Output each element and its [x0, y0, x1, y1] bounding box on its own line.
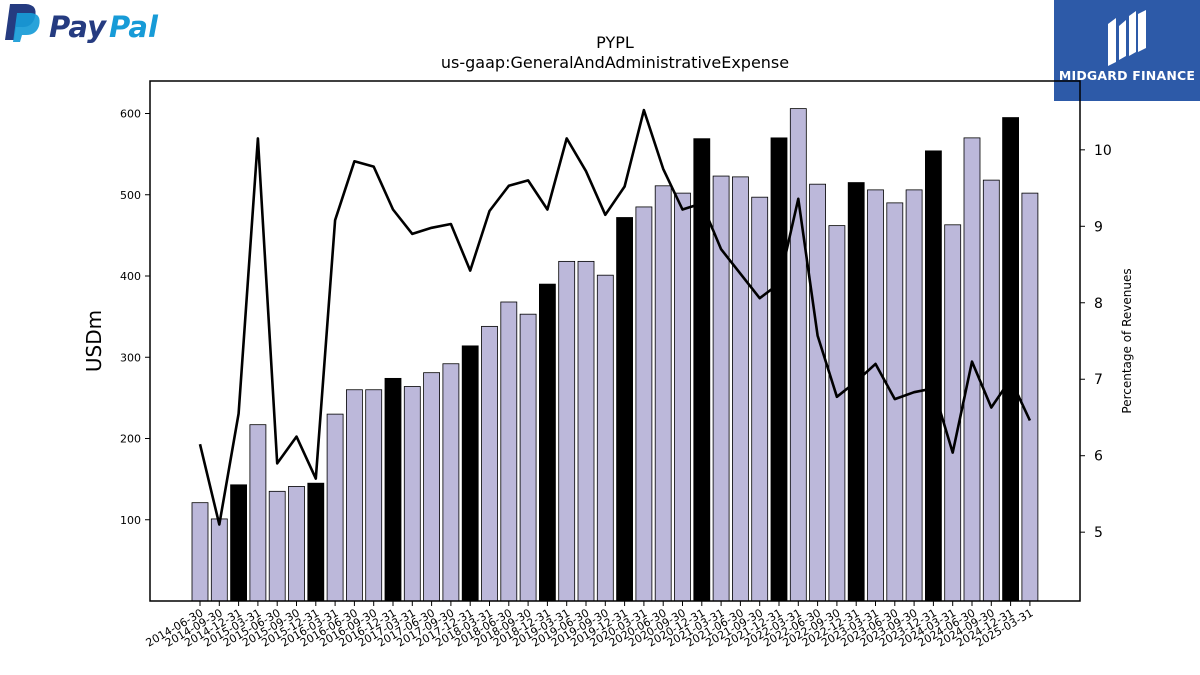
- bar-2016-03-31: [326, 413, 344, 602]
- bar-2024-12-31: [1002, 117, 1019, 602]
- bar-2022-09-30: [828, 225, 846, 602]
- left-axis: 100 200 300 400 500 600: [120, 108, 150, 527]
- bar-2018-06-30: [500, 301, 518, 602]
- bar-2017-12-31: [461, 345, 479, 602]
- bar-2015-12-31: [307, 482, 325, 602]
- bar-2016-06-30: [345, 389, 363, 602]
- y2-tick-label: 9: [1094, 219, 1103, 235]
- line-layer: [198, 108, 1032, 526]
- bars-layer: [191, 108, 1039, 602]
- paypal-text-pal: Pal: [109, 10, 159, 44]
- bar-2024-09-30: [982, 179, 1000, 602]
- bar-2021-06-30: [732, 176, 749, 602]
- bar-2021-09-30: [751, 196, 769, 602]
- bar-2014-09-30: [210, 518, 228, 602]
- paypal-logo: Pay Pal: [4, 4, 174, 46]
- y2-tick-label: 7: [1094, 372, 1103, 388]
- bar-2024-06-30: [963, 137, 981, 602]
- plot-frame: [149, 80, 1081, 602]
- y-tick-label: 500: [120, 189, 141, 202]
- bar-2020-03-31: [635, 206, 653, 602]
- bar-2017-09-30: [442, 363, 460, 602]
- bar-2018-12-31: [539, 283, 556, 602]
- right-axis: 5 6 7 8 9 10: [1080, 143, 1112, 541]
- midgard-finance-logo: MIDGARD FINANCE: [1054, 0, 1200, 101]
- y2-axis-label: Percentage of Revenues: [1120, 268, 1134, 413]
- bar-2015-06-30: [268, 490, 286, 602]
- bar-2017-06-30: [423, 372, 441, 602]
- midgard-brand-text: MIDGARD FINANCE: [1058, 68, 1196, 83]
- bar-2025-03-31: [1021, 192, 1039, 602]
- bar-2015-03-31: [249, 424, 267, 602]
- bar-2020-06-30: [654, 185, 672, 602]
- bar-2018-03-31: [481, 325, 498, 602]
- bar-2015-09-30: [288, 486, 305, 602]
- y-tick-label: 400: [120, 270, 141, 283]
- bar-2016-09-30: [365, 389, 383, 602]
- paypal-logo-svg: Pay Pal: [5, 4, 159, 44]
- bar-2014-06-30: [191, 502, 209, 602]
- bar-2019-12-31: [616, 217, 633, 602]
- bar-2023-03-31: [867, 189, 884, 602]
- bar-2022-12-31: [847, 182, 865, 602]
- y2-tick-label: 10: [1094, 143, 1112, 159]
- bar-2019-09-30: [596, 274, 614, 602]
- bar-2019-06-30: [577, 260, 595, 602]
- y-tick-label: 600: [120, 108, 141, 121]
- bar-2022-06-30: [809, 183, 826, 602]
- bar-2022-03-31: [789, 108, 807, 602]
- bar-2017-03-31: [403, 386, 421, 602]
- bar-2018-09-30: [519, 313, 537, 602]
- bar-2023-06-30: [886, 202, 904, 602]
- bar-2014-12-31: [230, 484, 248, 602]
- bar-2020-09-30: [674, 192, 691, 602]
- bar-2023-12-31: [925, 150, 942, 602]
- paypal-p-light-icon: [13, 13, 40, 42]
- bar-2020-12-31: [693, 138, 711, 602]
- chart-subtitle: us-gaap:GeneralAndAdministrativeExpense: [441, 53, 789, 72]
- y2-tick-label: 5: [1094, 525, 1103, 541]
- y2-tick-label: 8: [1094, 296, 1103, 312]
- bar-2021-03-31: [712, 175, 730, 602]
- bar-2016-12-31: [384, 377, 402, 602]
- bar-2021-12-31: [770, 137, 788, 602]
- y-tick-label: 300: [120, 351, 141, 364]
- x-axis: 2014-06-302014-09-302014-12-312015-03-31…: [144, 601, 1035, 650]
- y2-tick-label: 6: [1094, 449, 1103, 465]
- paypal-text-pay: Pay: [49, 10, 107, 44]
- y-axis-label: USDm: [82, 310, 106, 372]
- bar-2024-03-31: [944, 224, 962, 602]
- y-tick-label: 200: [120, 433, 141, 446]
- midgard-mark-icon: [1108, 10, 1146, 66]
- chart-title: PYPL: [596, 33, 634, 52]
- y-tick-label: 100: [120, 514, 141, 527]
- series-line-percentage: [198, 108, 1032, 526]
- bar-2019-03-31: [558, 260, 576, 602]
